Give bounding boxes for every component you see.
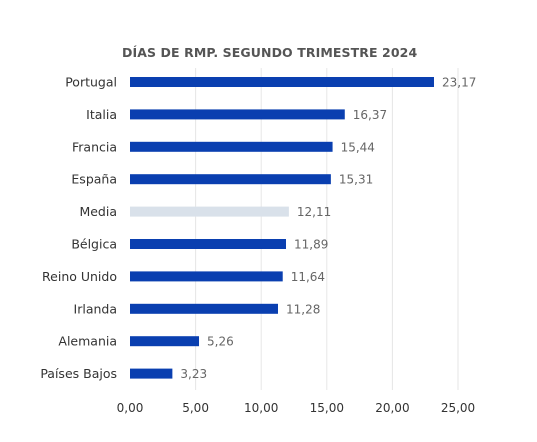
- data-label: 12,11: [297, 205, 331, 219]
- bar-media: [130, 206, 289, 217]
- category-label: Reino Unido: [42, 269, 117, 284]
- category-label: Bélgica: [71, 237, 117, 252]
- data-label: 15,31: [339, 173, 373, 187]
- bar: [130, 239, 286, 249]
- category-label: Italia: [86, 107, 117, 122]
- x-tick-label: 20,00: [375, 401, 409, 415]
- bar: [130, 77, 434, 87]
- bar: [130, 174, 331, 185]
- data-label: 16,37: [353, 108, 387, 122]
- data-label: 11,28: [286, 302, 320, 316]
- category-label: Países Bajos: [40, 366, 117, 381]
- data-label: 5,26: [207, 335, 234, 349]
- data-label: 11,89: [294, 238, 328, 252]
- bar: [130, 368, 173, 379]
- bar: [130, 109, 345, 120]
- category-label: España: [71, 172, 117, 187]
- bar: [130, 271, 283, 282]
- category-label: Alemania: [58, 334, 117, 349]
- category-label: Portugal: [65, 75, 117, 90]
- x-tick-label: 0,00: [117, 401, 144, 415]
- category-label: Francia: [72, 139, 117, 154]
- category-label: Irlanda: [74, 301, 117, 316]
- x-tick-label: 5,00: [182, 401, 209, 415]
- bar: [130, 141, 333, 152]
- x-tick-label: 15,00: [310, 401, 344, 415]
- data-label: 15,44: [341, 140, 375, 154]
- x-tick-label: 25,00: [441, 401, 475, 415]
- data-label: 11,64: [291, 270, 325, 284]
- x-tick-label: 10,00: [244, 401, 278, 415]
- chart-title: DÍAS DE RMP. SEGUNDO TRIMESTRE 2024: [122, 45, 418, 60]
- bar: [130, 303, 278, 314]
- category-label: Media: [79, 204, 117, 219]
- data-label: 3,23: [180, 367, 207, 381]
- data-label: 23,17: [442, 76, 476, 90]
- bar: [130, 336, 200, 347]
